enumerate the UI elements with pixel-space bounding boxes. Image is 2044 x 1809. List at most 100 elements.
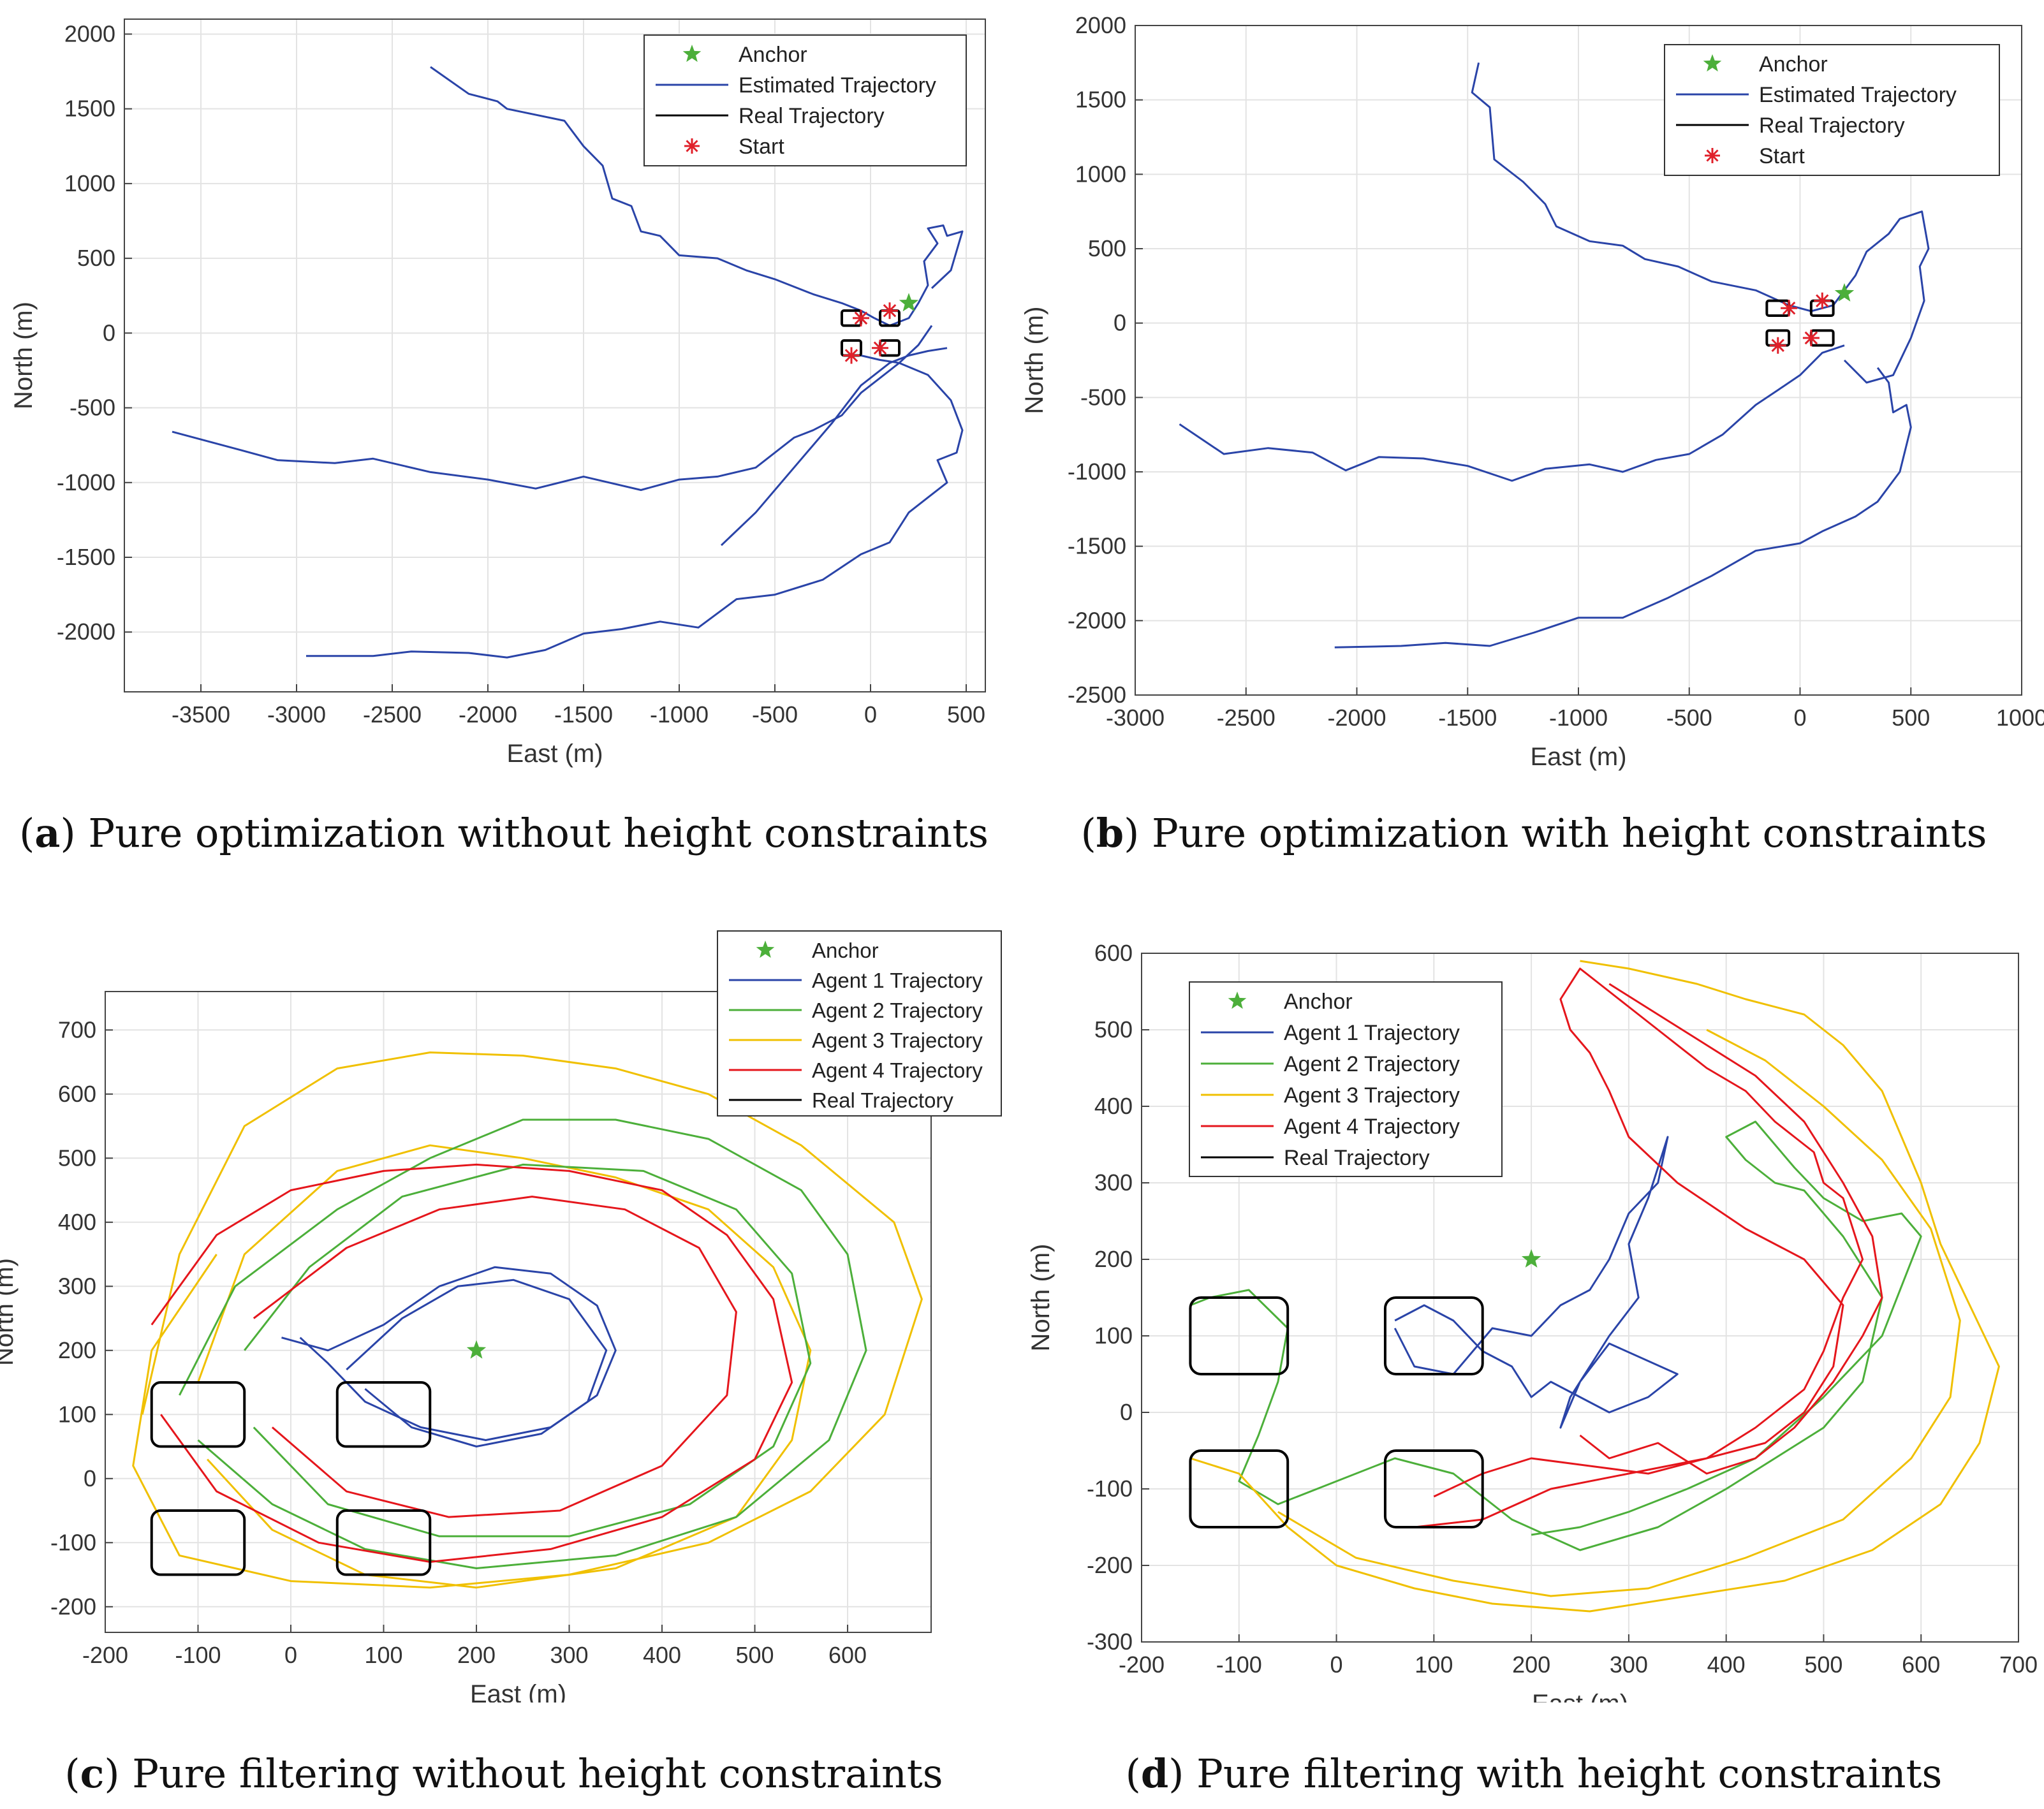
trajectory-line-5 — [306, 355, 964, 659]
caption-a-text: Pure optimization without height constra… — [88, 810, 989, 856]
anchor-marker — [1521, 1249, 1541, 1268]
x-tick-label: 500 — [736, 1642, 774, 1668]
legend: Anchor Estimated Trajectory Real Trajector… — [643, 34, 967, 166]
x-tick-label: -100 — [175, 1642, 221, 1668]
legend-entry-label: Estimated Trajectory — [1759, 83, 1957, 107]
legend: Anchor Agent 1 Trajectory Agent 2 Trajecto… — [717, 930, 1002, 1117]
x-tick-label: 0 — [1330, 1652, 1343, 1678]
trajectory-line-5 — [1414, 967, 1864, 1528]
trajectory-line-3 — [172, 325, 933, 491]
start-marker-2 — [881, 302, 898, 319]
y-tick-label: 1500 — [1075, 87, 1126, 113]
caption-a-letter: a — [34, 810, 61, 856]
x-axis-label: East (m) — [506, 740, 603, 768]
x-tick-label: -2500 — [1217, 705, 1276, 731]
trajectory-line-4 — [244, 1163, 812, 1537]
y-tick-label: 2000 — [64, 20, 115, 47]
y-tick-label: 500 — [77, 245, 115, 271]
x-tick-label: -500 — [1666, 705, 1712, 731]
anchor-marker — [466, 1340, 487, 1359]
legend-entry-label: Agent 2 Trajectory — [812, 999, 983, 1022]
x-tick-label: 100 — [1415, 1652, 1453, 1678]
trajectory-line-5 — [151, 1163, 793, 1563]
x-tick-label: 200 — [1512, 1652, 1550, 1678]
y-tick-label: 0 — [1114, 310, 1126, 336]
chart-c: -200 -100 0 100 200 300 400 500 600 -200 -100 0 100 2… — [0, 930, 1002, 1703]
x-tick-label: -200 — [82, 1642, 128, 1668]
y-tick-label: 600 — [1094, 940, 1133, 966]
x-tick-label: 400 — [643, 1642, 681, 1668]
x-axis-label: East (m) — [470, 1680, 566, 1703]
caption-d-text: Pure filtering with height constraints — [1196, 1750, 1943, 1797]
start-marker-1 — [853, 309, 869, 326]
y-tick-label: 500 — [1094, 1016, 1133, 1043]
legend: Anchor Estimated Trajectory Real Trajector… — [1664, 44, 2000, 176]
y-tick-label: 100 — [58, 1401, 96, 1427]
real-trajectory-2 — [335, 1381, 432, 1448]
caption-d: (d) Pure filtering with height constrain… — [1125, 1750, 1943, 1797]
legend-anchor-symbol — [1228, 992, 1247, 1009]
caption-b-text: Pure optimization with height constraint… — [1152, 810, 1987, 856]
caption-b-letter: b — [1096, 810, 1124, 856]
trajectory-line-2 — [874, 224, 964, 327]
y-tick-label: 400 — [58, 1209, 96, 1235]
legend-entry-label: Anchor — [1284, 990, 1353, 1014]
y-tick-label: -1500 — [57, 544, 115, 570]
start-marker-4 — [1802, 330, 1820, 346]
legend-anchor-symbol — [682, 45, 702, 62]
start-marker-1 — [1781, 300, 1798, 317]
legend-entry-label: Agent 2 Trajectory — [1284, 1052, 1460, 1076]
y-tick-label: 1000 — [64, 170, 115, 196]
y-tick-label: 2000 — [1075, 12, 1126, 38]
chart-a: -3500 -3000 -2500 -2000 -1500 -1000 -500 0 500 -2… — [10, 18, 986, 768]
y-tick-label: -2000 — [1068, 607, 1126, 633]
x-tick-label: -1500 — [1438, 705, 1497, 731]
y-tick-label: 500 — [58, 1145, 96, 1171]
legend-anchor-symbol — [1703, 54, 1722, 72]
trajectory-line-8 — [346, 1278, 608, 1447]
x-axis-label: East (m) — [1532, 1690, 1628, 1703]
legend-entry-label: Estimated Trajectory — [739, 73, 936, 98]
legend-start-symbol — [684, 138, 700, 154]
real-trajectory-1 — [150, 1381, 246, 1448]
x-tick-label: -200 — [1119, 1652, 1165, 1678]
legend: Anchor Agent 1 Trajectory Agent 2 Trajecto… — [1189, 981, 1503, 1177]
x-tick-label: -1500 — [554, 701, 613, 728]
tick-labels: -3000 -2500 -2000 -1500 -1000 -500 0 500 1000-25… — [1068, 12, 2044, 731]
panel-c: -200 -100 0 100 200 300 400 500 600 -200 -100 0 100 2… — [0, 905, 1008, 1703]
legend-entry-label: Real Trajectory — [1759, 114, 1905, 138]
caption-c-letter: c — [80, 1750, 105, 1797]
panel-a: -3500 -3000 -2500 -2000 -1500 -1000 -500 0 500 -2… — [0, 0, 1008, 791]
x-tick-label: -1000 — [1549, 705, 1608, 731]
legend-entry-label: Agent 1 Trajectory — [1284, 1021, 1460, 1045]
panel-b: -3000 -2500 -2000 -1500 -1000 -500 0 500 1000 -25… — [1024, 0, 2044, 791]
trajectory-line-3 — [1189, 960, 2000, 1613]
trajectory-line-7 — [281, 1266, 617, 1441]
legend-entry-label: Agent 3 Trajectory — [1284, 1083, 1460, 1108]
x-tick-label: 300 — [550, 1642, 588, 1668]
trajectory-line-4 — [720, 347, 948, 546]
legend-entry-label: Start — [739, 135, 784, 159]
x-tick-label: 600 — [1902, 1652, 1940, 1678]
x-tick-label: -500 — [752, 701, 798, 728]
legend-entry-label: Agent 3 Trajectory — [812, 1029, 983, 1052]
x-tick-label: 100 — [364, 1642, 402, 1668]
x-tick-label: -3000 — [1106, 705, 1165, 731]
anchor-marker — [899, 293, 919, 312]
x-tick-label: 0 — [1793, 705, 1806, 731]
trajectory-line-2 — [197, 1144, 812, 1589]
axes-frame — [124, 18, 986, 692]
tick-labels: -200 -100 0 100 200 300 400 500 600 700-300-200-1… — [1087, 940, 2038, 1678]
y-tick-label: -500 — [1080, 384, 1126, 410]
caption-c-text: Pure filtering without height constraint… — [132, 1750, 943, 1797]
legend-entry-label: Anchor — [1759, 52, 1828, 77]
y-tick-label: 200 — [1094, 1246, 1133, 1272]
x-tick-label: 500 — [1892, 705, 1930, 731]
real-trajectory-4 — [1383, 1449, 1484, 1528]
y-tick-label: 300 — [1094, 1169, 1133, 1196]
tick-labels: -3500 -3000 -2500 -2000 -1500 -1000 -500 0 500 -2… — [57, 20, 985, 728]
legend-start-symbol — [1705, 148, 1720, 163]
trajectory-line-2 — [1811, 210, 1930, 384]
y-tick-label: 0 — [1120, 1399, 1133, 1425]
x-tick-label: -1000 — [650, 701, 709, 728]
